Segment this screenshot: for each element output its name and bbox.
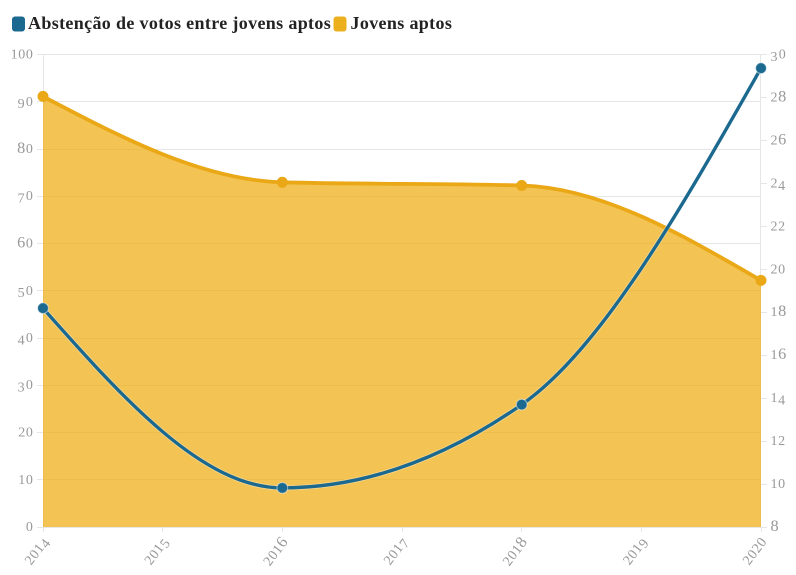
svg-text:28: 28 [771,87,787,106]
svg-text:2014: 2014 [22,535,54,570]
svg-text:3 0: 3 0 [18,378,34,395]
svg-text:2019: 2019 [621,535,653,570]
svg-text:9 0: 9 0 [18,95,34,112]
svg-text:22: 22 [771,219,786,234]
svg-text:16: 16 [771,344,787,363]
svg-text:Jovens aptos: Jovens aptos [351,13,453,33]
svg-text:100: 100 [11,48,34,63]
svg-text:0: 0 [26,520,34,535]
svg-text:60: 60 [17,233,33,252]
svg-text:18: 18 [771,301,787,320]
svg-text:2015: 2015 [142,535,174,570]
svg-text:Abstenção de votos entre joven: Abstenção de votos entre jovens aptos [28,13,331,33]
svg-text:7 0: 7 0 [18,189,34,206]
svg-text:26: 26 [771,129,787,148]
svg-text:20: 20 [18,426,33,441]
svg-text:5 0: 5 0 [18,284,34,301]
svg-text:10: 10 [18,473,33,488]
svg-text:2020: 2020 [740,535,770,568]
svg-text:10: 10 [771,477,786,492]
svg-text:14: 14 [771,391,786,408]
svg-text:80: 80 [17,138,33,157]
svg-text:8: 8 [771,516,780,535]
svg-text:3 0: 3 0 [771,48,787,65]
svg-text:20: 20 [771,262,786,277]
svg-text:24: 24 [771,176,786,193]
svg-text:12: 12 [771,434,786,449]
svg-text:4 0: 4 0 [18,331,34,348]
